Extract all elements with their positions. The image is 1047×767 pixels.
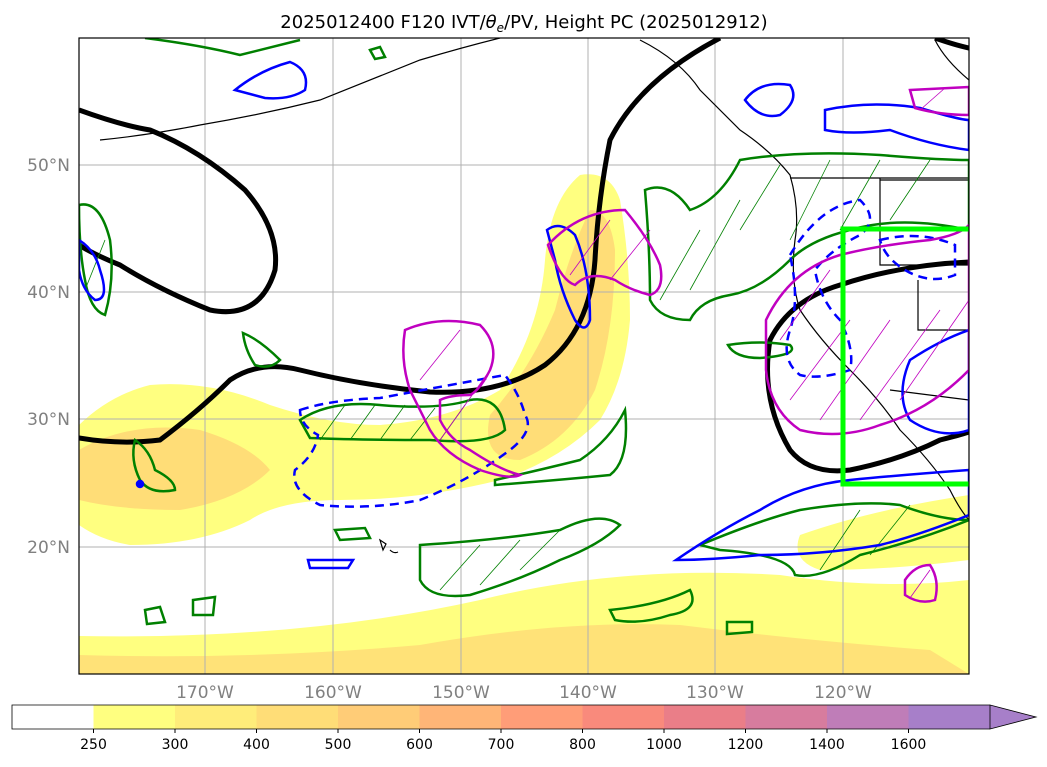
height-contour-trough	[79, 38, 722, 445]
lon-label: 140°W	[559, 683, 617, 703]
colorbar-level-label: 250	[80, 737, 107, 753]
coastlines	[99, 38, 969, 554]
lat-label: 20°N	[27, 538, 70, 558]
colorbar-swatch	[175, 705, 257, 729]
colorbar-swatch	[908, 705, 991, 729]
colorbar-level-label: 700	[488, 737, 515, 753]
pv-hatching	[84, 159, 931, 591]
colorbar-level-label: 300	[162, 737, 189, 753]
lon-label: 130°W	[686, 683, 744, 703]
colorbar-level-label: 400	[243, 737, 270, 753]
lat-labels: 50°N 40°N 30°N 20°N	[27, 156, 70, 558]
colorbar-level-label: 1200	[728, 737, 764, 753]
colorbar-swatch	[827, 705, 909, 729]
height-contours	[79, 38, 969, 474]
pv-contours	[79, 38, 969, 636]
magenta-hatching	[419, 87, 969, 599]
height-contour-east	[765, 259, 969, 474]
colorbar-extend-arrow	[989, 704, 1038, 730]
colorbar-swatch	[12, 705, 94, 729]
ivt-band-west-mid	[79, 427, 270, 510]
lat-label: 50°N	[27, 156, 70, 176]
colorbar-level-label: 600	[406, 737, 433, 753]
figure-title: 2025012400 F120 IVT/θe/PV, Height PC (20…	[280, 12, 767, 35]
colorbar-level-label: 500	[325, 737, 352, 753]
colorbar-swatch	[501, 705, 583, 729]
colorbar-swatch	[93, 705, 176, 729]
map-area	[79, 38, 969, 674]
colorbar-level-label: 1600	[891, 737, 927, 753]
lon-labels: 170°W 160°W 150°W 140°W 130°W 120°W	[176, 683, 872, 703]
colorbar-swatch	[582, 705, 665, 729]
colorbar-level-label: 1400	[809, 737, 845, 753]
lon-label: 170°W	[176, 683, 234, 703]
lon-label: 160°W	[304, 683, 362, 703]
height-contour-upper-low	[79, 107, 279, 315]
height-contour-ne	[934, 38, 969, 51]
lat-label: 40°N	[27, 283, 70, 303]
colorbar-swatch	[745, 705, 828, 729]
colorbar-level-label: 800	[569, 737, 596, 753]
lat-label: 30°N	[27, 410, 70, 430]
lon-label: 120°W	[814, 683, 872, 703]
colorbar-swatch	[338, 705, 420, 729]
colorbar-swatch	[419, 705, 502, 729]
colorbar-swatch	[256, 705, 339, 729]
highlight-box	[840, 226, 969, 487]
ivt-band-mid	[488, 210, 615, 460]
map-frame	[78, 37, 970, 675]
colorbar-level-label: 1000	[646, 737, 682, 753]
colorbar-swatch	[664, 705, 746, 729]
colorbar: 250 300 400 500 600 700 800 1000 1200 1400 1600	[11, 704, 1038, 753]
lon-label: 150°W	[432, 683, 490, 703]
ivt-band-south-inner	[79, 624, 969, 674]
